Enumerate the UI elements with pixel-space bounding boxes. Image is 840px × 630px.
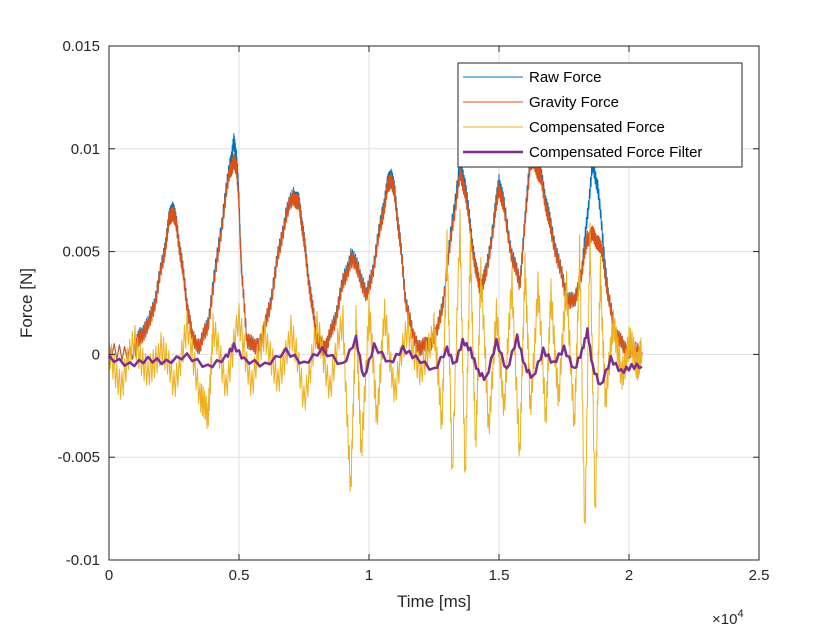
y-tick-label: -0.005 xyxy=(57,449,100,466)
x-exponent-label: ×104 xyxy=(712,608,744,628)
y-tick-label: 0.01 xyxy=(71,141,100,158)
y-tick-label: 0 xyxy=(92,346,100,363)
x-axis-label: Time [ms] xyxy=(397,592,471,611)
legend-box xyxy=(457,62,743,168)
legend-label: Compensated Force Filter xyxy=(529,144,702,161)
axes-box xyxy=(108,45,760,561)
series-line-2 xyxy=(108,153,643,362)
legend-label: Raw Force xyxy=(529,69,602,86)
y-tick-label: 0.005 xyxy=(62,244,100,261)
tick-marks xyxy=(108,45,760,561)
y-tick-label: -0.01 xyxy=(66,552,100,569)
plot-lines xyxy=(108,133,643,524)
legend: Raw Force Gravity Force Compensated Force C… xyxy=(457,62,743,168)
x-exponent-power: 4 xyxy=(737,608,743,620)
x-tick-label: 1.5 xyxy=(489,567,510,584)
legend-label: Compensated Force xyxy=(529,119,665,136)
legend-label: Gravity Force xyxy=(529,94,619,111)
x-tick-label: 1 xyxy=(365,567,373,584)
x-tick-label: 0.5 xyxy=(229,567,250,584)
series-line-4 xyxy=(108,327,643,386)
x-tick-label: 2 xyxy=(625,567,633,584)
x-exponent-base: ×10 xyxy=(712,611,737,628)
x-tick-label: 0 xyxy=(105,567,113,584)
x-tick-label: 2.5 xyxy=(749,567,770,584)
y-tick-label: 0.015 xyxy=(62,38,100,55)
y-axis-label: Force [N] xyxy=(17,268,36,338)
